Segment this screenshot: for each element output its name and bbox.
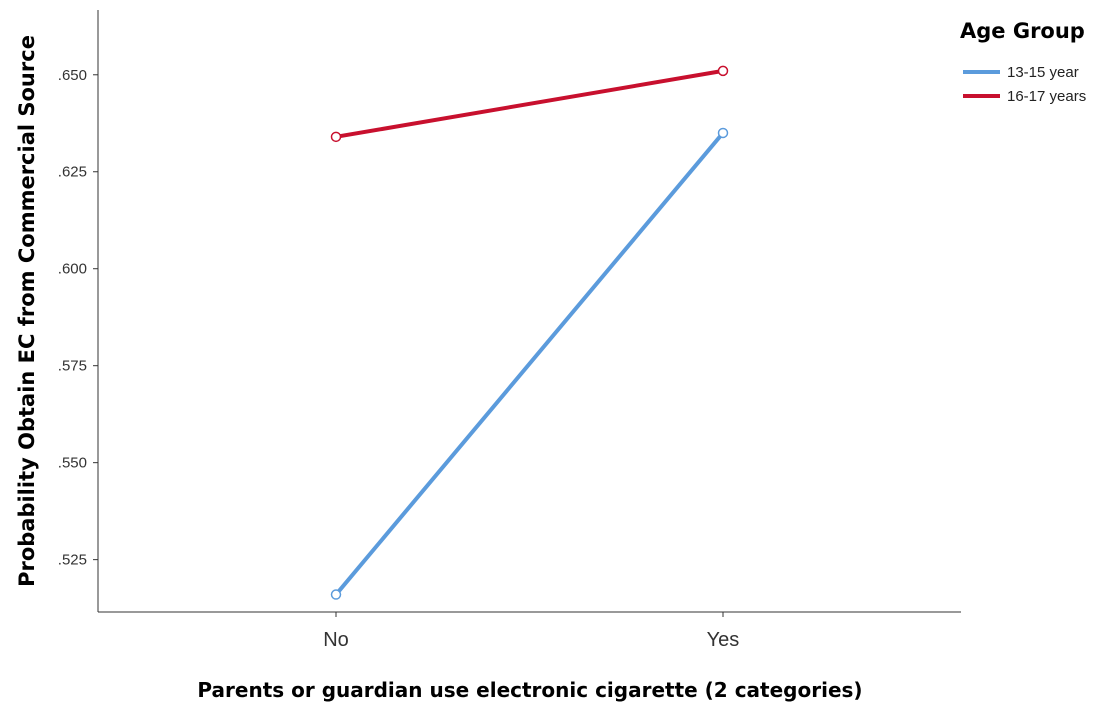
series-16-17-years — [330, 65, 729, 143]
x-axis-ticks: No Yes — [323, 612, 739, 651]
data-point — [330, 589, 342, 600]
series-layer — [330, 65, 729, 600]
y-axis-title: Probability Obtain EC from Commercial So… — [15, 35, 39, 587]
legend: Age Group 13-15 year 16-17 years — [960, 19, 1086, 105]
x-axis-title: Parents or guardian use electronic cigar… — [197, 678, 862, 702]
legend-item: 16-17 years — [963, 88, 1086, 105]
legend-item: 13-15 year — [963, 64, 1079, 81]
y-axis-ticks: .525 .550 .575 .600 .625 .650 — [58, 67, 98, 569]
y-tick-label: .625 — [58, 164, 87, 181]
y-tick-label: .525 — [58, 552, 87, 569]
y-tick-label: .550 — [58, 455, 87, 472]
data-point — [330, 131, 342, 143]
y-tick-label: .600 — [58, 261, 87, 278]
legend-items: 13-15 year 16-17 years — [963, 64, 1086, 105]
legend-label: 13-15 year — [1007, 64, 1079, 81]
data-point — [717, 127, 729, 139]
plot-frame — [97, 10, 961, 613]
y-tick-label: .650 — [58, 67, 87, 84]
series-line — [334, 68, 725, 139]
legend-label: 16-17 years — [1007, 88, 1086, 105]
x-tick-label: No — [323, 629, 349, 651]
data-point — [717, 65, 729, 77]
y-tick-label: .575 — [58, 358, 87, 375]
series-line — [334, 130, 725, 597]
x-tick-label: Yes — [707, 629, 740, 651]
series-13-15-year — [330, 127, 729, 600]
legend-title: Age Group — [960, 19, 1085, 43]
